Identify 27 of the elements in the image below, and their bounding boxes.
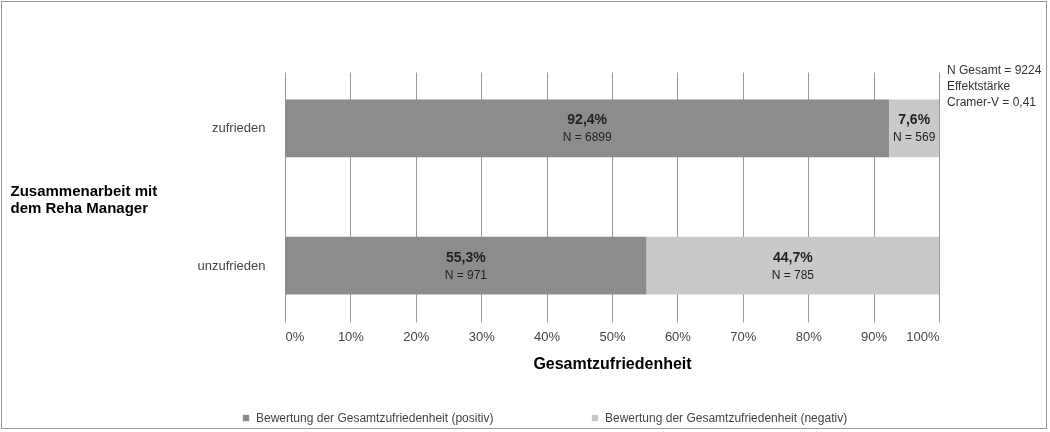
x-axis-title: Gesamtzufriedenheit [533, 354, 693, 372]
text: Effektstärke [947, 79, 1011, 93]
legend-label: Bewertung der Gesamtzufriedenheit (positiv) [256, 411, 494, 425]
x-tick-label: 20% [403, 328, 430, 344]
x-tick-label: 50% [599, 328, 626, 344]
legend-label: Bewertung der Gesamtzufriedenheit (negativ) [605, 411, 848, 425]
x-tick-label: 70% [730, 328, 757, 344]
text: 44,7% N = 785 [771, 248, 815, 282]
y-tick-label: zufrieden [212, 120, 266, 136]
bar [285, 236, 647, 295]
bar [646, 236, 939, 295]
x-tick-label: 90% [861, 328, 888, 344]
x-tick-label: 0% [285, 328, 305, 344]
y-tick-label: unzufrieden [197, 257, 266, 273]
text: 92,4% N = 6899 [562, 111, 612, 145]
x-tick-label: 40% [534, 328, 561, 344]
text: 55,3% N = 971 [444, 248, 488, 282]
x-tick-label: 80% [795, 328, 823, 344]
x-tick-label: 100% [906, 328, 940, 344]
bar [285, 99, 890, 158]
x-tick-label: 10% [337, 328, 365, 344]
x-tick-label: 30% [468, 328, 496, 344]
x-tick-label: 60% [664, 328, 692, 344]
text: 7,6% N = 569 [892, 111, 936, 145]
text: N Gesamt = 9224 [947, 63, 1042, 77]
text: Cramer-V = 0,41 [947, 95, 1037, 109]
y-axis-title: Zusammenarbeit mit dem Reha Manager [10, 181, 158, 216]
